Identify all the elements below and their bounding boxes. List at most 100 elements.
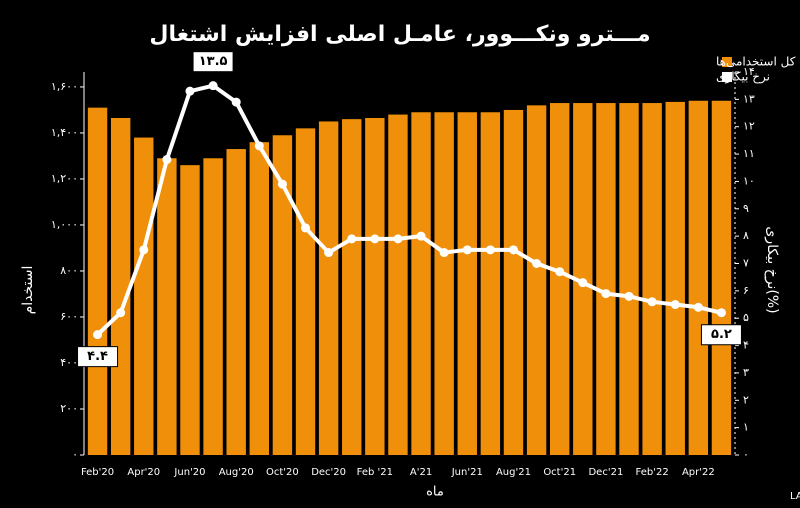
bar xyxy=(665,101,685,455)
y2-tick-label: ۱۲ xyxy=(743,120,755,133)
line xyxy=(96,83,722,337)
line-point xyxy=(670,300,680,310)
x-tick-label: Feb'20 xyxy=(81,467,114,478)
line-point xyxy=(162,155,172,165)
bar xyxy=(434,112,454,456)
line-point xyxy=(139,245,149,255)
data-label: ۱۳.۵ xyxy=(199,54,228,69)
data-label-box xyxy=(77,346,119,368)
bar xyxy=(295,128,316,455)
y-tick-label: ۸۰۰ xyxy=(60,264,78,277)
y2-tick-label: ۱۱ xyxy=(743,147,755,160)
line-point xyxy=(185,86,195,96)
bar xyxy=(457,112,477,456)
bar xyxy=(318,121,339,456)
bar xyxy=(365,118,385,455)
bar xyxy=(157,158,177,455)
bar xyxy=(87,107,108,455)
line-point xyxy=(485,245,495,255)
y-tick-label: ۱,۰۰۰ xyxy=(51,218,78,231)
y-tick-label: ۱,۴۰۰ xyxy=(51,126,78,139)
x-tick-label: Aug'20 xyxy=(219,467,254,478)
y2-tick-label: ۱ xyxy=(743,421,749,434)
legend-label: کل استخدامی‌ها xyxy=(716,55,796,69)
bar xyxy=(411,112,431,456)
line-point xyxy=(555,267,565,277)
bar xyxy=(596,103,616,456)
data-label: ۵.۲ xyxy=(711,327,732,342)
y-tick-label: ۰ xyxy=(72,448,78,461)
line-point xyxy=(439,248,449,258)
x-tick-label: Apr'20 xyxy=(127,467,160,478)
data-label-box xyxy=(700,324,742,346)
bar xyxy=(134,137,154,455)
y2-tick-label: ۱۰ xyxy=(743,174,755,187)
x-tick-label: Jun'21 xyxy=(451,467,483,478)
bar xyxy=(526,105,547,455)
line-point xyxy=(578,278,588,288)
x-tick-label: Oct'20 xyxy=(266,467,299,478)
line-point xyxy=(393,234,403,244)
y-tick-label: ۴۰۰ xyxy=(60,356,78,369)
source: منبع: LABOUR FORCE SURVEY, STATISTICS CA… xyxy=(790,491,800,502)
bar xyxy=(711,100,732,455)
bar xyxy=(180,165,200,455)
bar xyxy=(503,109,524,455)
bar xyxy=(480,112,501,456)
y-tick-label: ۶۰۰ xyxy=(60,310,78,323)
bar xyxy=(203,158,223,455)
line-point xyxy=(277,179,287,189)
y2-tick-label: ۵ xyxy=(743,311,749,324)
bar xyxy=(549,103,570,456)
bar xyxy=(619,103,639,456)
line-point xyxy=(324,248,334,258)
y2-axis-label: نرخ بیکاری(%) xyxy=(764,226,780,313)
x-axis-label: ماه xyxy=(426,485,444,500)
line-point xyxy=(532,259,542,268)
x-tick-label: Dec'21 xyxy=(588,467,623,478)
line-point xyxy=(647,297,657,307)
y2-tick-label: ۷ xyxy=(743,257,749,270)
bar xyxy=(110,118,131,455)
line-point xyxy=(254,141,264,151)
y-axis-label: استخدام xyxy=(20,266,36,315)
line-point xyxy=(347,234,357,244)
line-point xyxy=(601,289,611,299)
y2-tick-label: ۰ xyxy=(743,448,749,461)
line-point xyxy=(231,97,241,107)
bar xyxy=(342,119,362,455)
x-tick-label: Oct'21 xyxy=(543,467,576,478)
data-label-box xyxy=(192,51,234,73)
y2-tick-label: ۶ xyxy=(743,284,749,297)
x-tick-label: Feb'22 xyxy=(636,467,669,478)
y-tick-label: ۱,۶۰۰ xyxy=(51,80,78,93)
bar xyxy=(688,100,709,455)
bar xyxy=(272,135,293,456)
x-tick-label: Apr'22 xyxy=(682,467,715,478)
line-point xyxy=(370,234,380,244)
line-point xyxy=(301,223,311,233)
line-point xyxy=(116,308,126,318)
legend-swatch xyxy=(722,72,732,82)
line-point xyxy=(508,245,518,255)
y-tick-label: ۲۰۰ xyxy=(60,402,78,415)
bar xyxy=(642,103,662,456)
x-tick-label: Dec'20 xyxy=(311,467,346,478)
legend-swatch xyxy=(722,57,732,67)
x-tick-label: Jun'20 xyxy=(173,467,205,478)
bar xyxy=(388,114,408,456)
legend-label: نرخ بیکاری xyxy=(716,70,770,85)
line-point xyxy=(624,291,634,301)
x-tick-label: A'21 xyxy=(410,467,432,478)
x-tick-label: Feb '21 xyxy=(357,467,393,478)
y2-tick-label: ۹ xyxy=(743,202,749,215)
y2-tick-label: ۲ xyxy=(743,393,749,406)
y2-tick-label: ۳ xyxy=(743,366,749,379)
line-point xyxy=(716,308,726,318)
chart-title: مـــترو ونکـــوور، عامـل اصلی افزایش اشت… xyxy=(149,22,650,47)
y2-tick-label: ۱۳ xyxy=(743,92,755,105)
y2-tick-label: ۸ xyxy=(743,229,749,242)
bar xyxy=(249,142,270,455)
y2-tick-label: ۱۴ xyxy=(743,65,755,78)
